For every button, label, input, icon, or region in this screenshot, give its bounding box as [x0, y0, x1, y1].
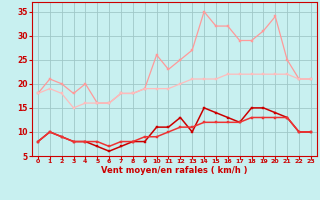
X-axis label: Vent moyen/en rafales ( km/h ): Vent moyen/en rafales ( km/h ) [101, 166, 248, 175]
